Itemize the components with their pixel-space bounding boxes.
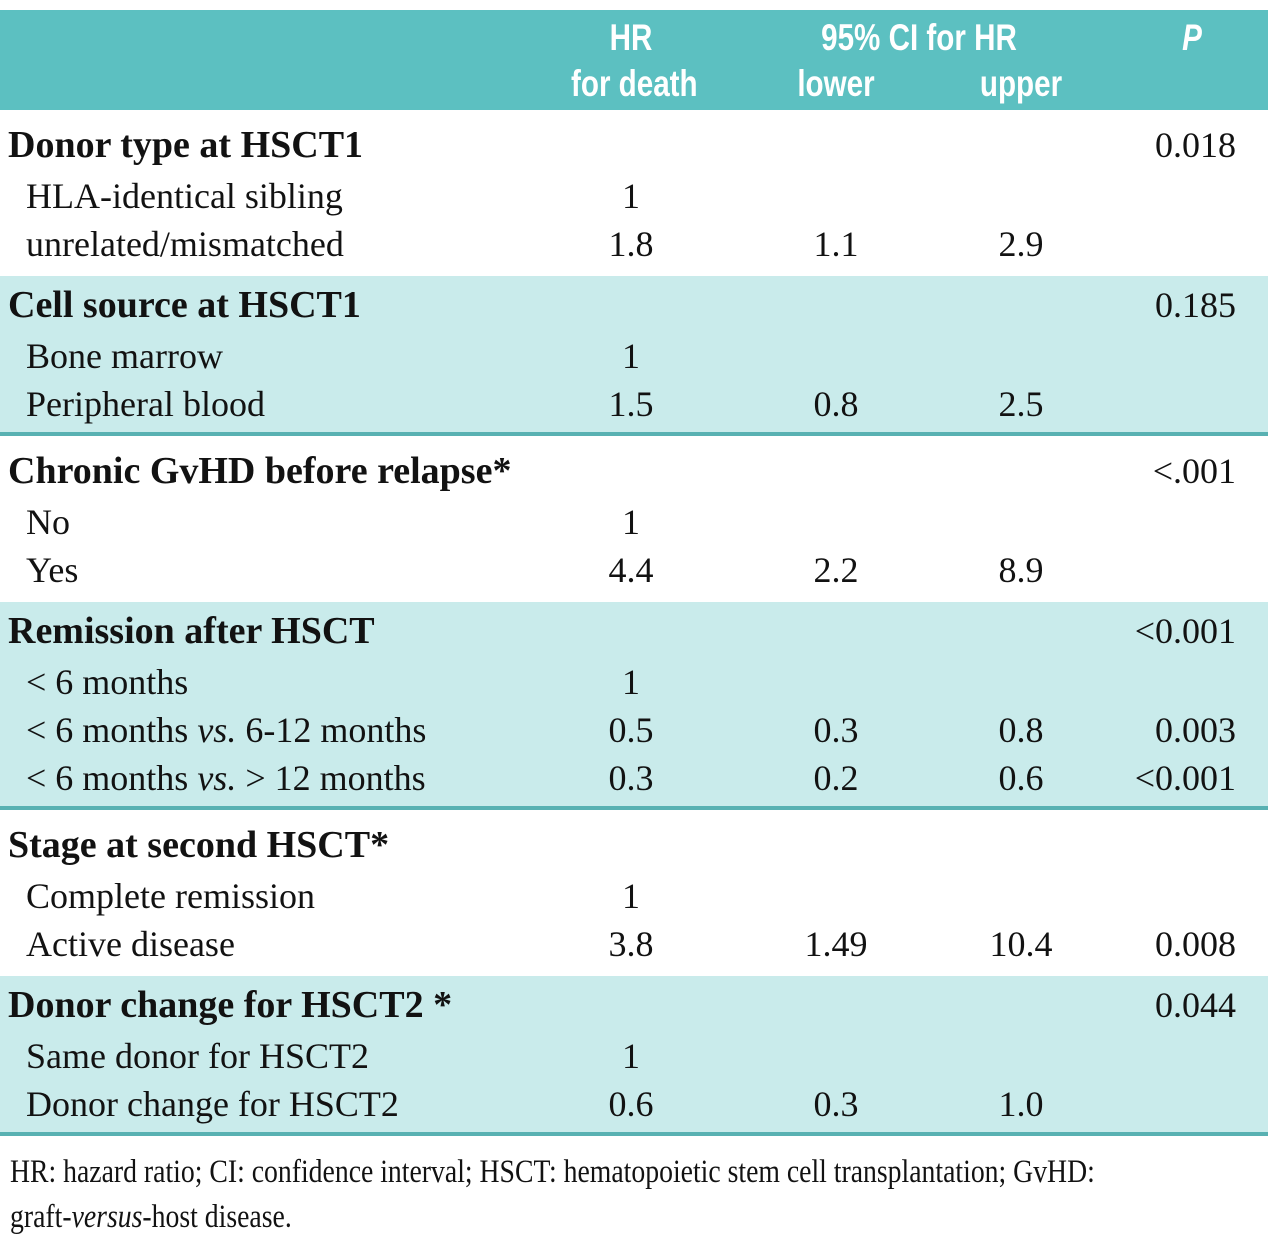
table-row: Peripheral blood 1.5 0.8 2.5: [0, 380, 1268, 428]
table-footnote: HR: hazard ratio; CI: confidence interva…: [0, 1136, 1280, 1240]
section-chronic-gvhd: Chronic GvHD before relapse* <.001 No 1 …: [0, 436, 1268, 602]
footnote-line-2: graft-versus-host disease.: [10, 1199, 292, 1235]
p-value: 0.044: [1155, 985, 1236, 1025]
header-ci-upper: upper: [979, 63, 1063, 104]
section-heading: Remission after HSCT: [8, 610, 375, 652]
header-ci-lower: lower: [797, 63, 875, 104]
header-row-2: for death lower upper: [0, 61, 1268, 107]
ci-lower-value: 0.2: [813, 758, 859, 798]
hr-value: 1: [622, 502, 640, 542]
ci-lower-value: 0.8: [813, 384, 859, 424]
ci-lower-value: 0.3: [813, 710, 859, 750]
header-hr-line1: HR: [609, 17, 653, 58]
section-cell-source: Cell source at HSCT1 0.185 Bone marrow 1…: [0, 276, 1268, 436]
hr-value: 1: [622, 662, 640, 702]
hr-value: 1: [622, 876, 640, 916]
hr-value: 1: [622, 176, 640, 216]
footnote-line-1: HR: hazard ratio; CI: confidence interva…: [10, 1154, 1095, 1190]
row-label: Peripheral blood: [26, 384, 265, 424]
ci-upper-value: 8.9: [998, 550, 1044, 590]
header-hr-line2: for death: [571, 63, 698, 104]
ci-upper-value: 1.0: [998, 1084, 1044, 1124]
p-value: <0.001: [1134, 611, 1236, 651]
p-value: 0.018: [1155, 125, 1236, 165]
hr-value: 1.5: [608, 384, 654, 424]
hr-value: 0.5: [608, 710, 654, 750]
section-heading-row: Cell source at HSCT1 0.185: [0, 278, 1268, 332]
ci-upper-value: 2.9: [998, 224, 1044, 264]
table-row: Same donor for HSCT2 1: [0, 1032, 1268, 1080]
section-heading: Donor type at HSCT1: [8, 124, 364, 166]
hr-value: 4.4: [608, 550, 654, 590]
ci-upper-value: 0.6: [998, 758, 1044, 798]
table-row: Complete remission 1: [0, 872, 1268, 920]
table-row: No 1: [0, 498, 1268, 546]
ci-lower-value: 1.49: [804, 924, 868, 964]
section-heading-row: Donor type at HSCT1 0.018: [0, 118, 1268, 172]
table: HR 95% CI for HR P for death lower upper…: [0, 10, 1268, 1136]
table-row: Donor change for HSCT2 0.6 0.3 1.0: [0, 1080, 1268, 1128]
hr-value: 1.8: [608, 224, 654, 264]
row-label: Complete remission: [26, 876, 315, 916]
row-label: < 6 months vs. > 12 months: [26, 758, 426, 798]
section-remission: Remission after HSCT <0.001 < 6 months 1…: [0, 602, 1268, 810]
top-margin: [0, 0, 1280, 10]
table-row: Bone marrow 1: [0, 332, 1268, 380]
section-donor-type: Donor type at HSCT1 0.018 HLA-identical …: [0, 110, 1268, 276]
row-label: < 6 months vs. 6-12 months: [26, 710, 427, 750]
header-ci: 95% CI for HR: [821, 17, 1017, 58]
ci-upper-value: 2.5: [998, 384, 1044, 424]
header-row-1: HR 95% CI for HR P: [0, 15, 1268, 61]
ci-upper-value: 10.4: [989, 924, 1053, 964]
table-row: Yes 4.4 2.2 8.9: [0, 546, 1268, 594]
section-heading: Cell source at HSCT1: [8, 284, 361, 326]
section-heading-row: Remission after HSCT <0.001: [0, 604, 1268, 658]
hr-value: 1: [622, 1036, 640, 1076]
hr-value: 1: [622, 336, 640, 376]
section-heading-row: Donor change for HSCT2 * 0.044: [0, 978, 1268, 1032]
header-p: P: [1182, 17, 1202, 58]
hr-value: 0.3: [608, 758, 654, 798]
hr-value: 0.6: [608, 1084, 654, 1124]
row-label: Yes: [26, 550, 79, 590]
hr-value: 3.8: [608, 924, 654, 964]
ci-upper-value: 0.8: [998, 710, 1044, 750]
section-donor-change: Donor change for HSCT2 * 0.044 Same dono…: [0, 976, 1268, 1136]
row-label: Active disease: [26, 924, 235, 964]
row-label: No: [26, 502, 70, 542]
ci-lower-value: 1.1: [813, 224, 859, 264]
table-row: HLA-identical sibling 1: [0, 172, 1268, 220]
p-value: 0.185: [1155, 285, 1236, 325]
table-row: < 6 months vs. > 12 months 0.3 0.2 0.6 <…: [0, 754, 1268, 802]
p-value: <.001: [1152, 451, 1236, 491]
row-label: < 6 months: [26, 662, 189, 702]
row-label: unrelated/mismatched: [26, 224, 344, 264]
p-value: 0.008: [1155, 924, 1236, 964]
p-value: 0.003: [1155, 710, 1236, 750]
section-heading: Donor change for HSCT2 *: [8, 984, 453, 1026]
section-heading: Stage at second HSCT*: [8, 824, 390, 866]
table-row: unrelated/mismatched 1.8 1.1 2.9: [0, 220, 1268, 268]
p-value: <0.001: [1134, 758, 1236, 798]
section-stage-second-hsct: Stage at second HSCT* Complete remission…: [0, 810, 1268, 976]
table-row: < 6 months vs. 6-12 months 0.5 0.3 0.8 0…: [0, 706, 1268, 754]
ci-lower-value: 0.3: [813, 1084, 859, 1124]
table-header: HR 95% CI for HR P for death lower upper: [0, 10, 1268, 110]
table-row: Active disease 3.8 1.49 10.4 0.008: [0, 920, 1268, 968]
table-row: < 6 months 1: [0, 658, 1268, 706]
row-label: Same donor for HSCT2: [26, 1036, 369, 1076]
section-heading-row: Chronic GvHD before relapse* <.001: [0, 444, 1268, 498]
row-label: Bone marrow: [26, 336, 223, 376]
section-heading-row: Stage at second HSCT*: [0, 818, 1268, 872]
row-label: Donor change for HSCT2: [26, 1084, 399, 1124]
section-heading: Chronic GvHD before relapse*: [8, 450, 512, 492]
row-label: HLA-identical sibling: [26, 176, 343, 216]
ci-lower-value: 2.2: [813, 550, 859, 590]
